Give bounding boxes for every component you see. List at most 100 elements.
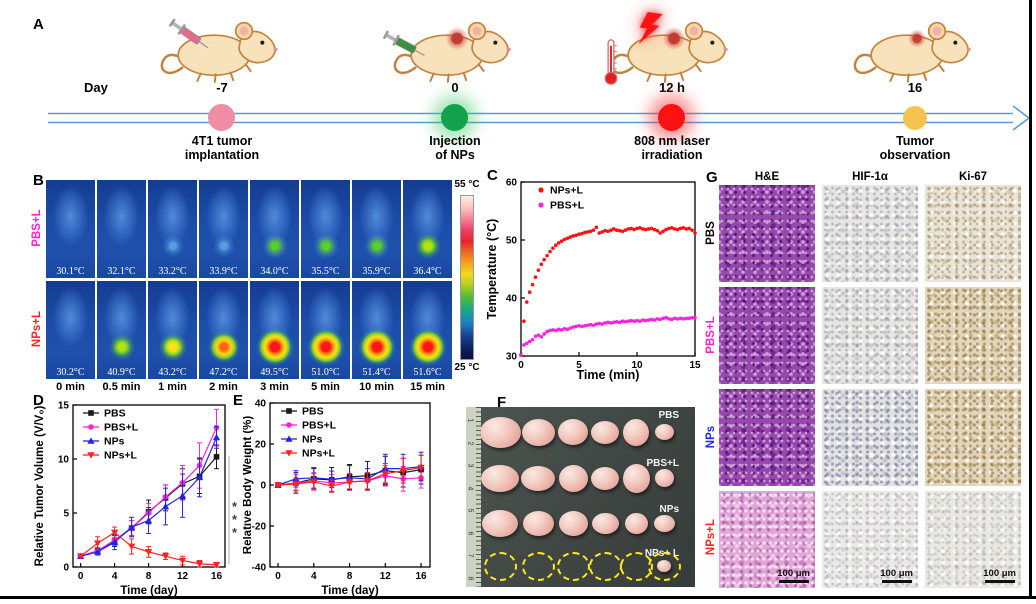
ruler-number: 1 xyxy=(466,418,474,423)
svg-text:NPs: NPs xyxy=(302,434,323,446)
temperature-reading: 30.2°C xyxy=(56,367,85,378)
timeline-day-value: 12 h xyxy=(658,80,685,95)
svg-text:15: 15 xyxy=(58,401,70,412)
temperature-chart: 0 5 10 15 30 40 50 60 Time (min) Temperature (°C)… xyxy=(485,178,701,383)
svg-text:8: 8 xyxy=(347,571,353,582)
svg-text:PBS+L: PBS+L xyxy=(302,420,337,432)
time-label: 0.5 min xyxy=(102,381,141,393)
scale-bar: 100 μm xyxy=(880,568,913,583)
ruler-number: 4 xyxy=(466,486,474,490)
svg-text:60: 60 xyxy=(506,178,518,189)
timeline-event-implantation: -7 4T1 tumor implantation xyxy=(137,18,307,168)
histology-header-ki67: Ki-67 xyxy=(958,171,988,183)
time-label: 3 min xyxy=(260,381,289,393)
tumor-specimen xyxy=(558,464,588,492)
svg-text:8: 8 xyxy=(146,571,152,582)
caption-line: 808 nm laser xyxy=(634,134,710,148)
svg-text:PBS: PBS xyxy=(302,406,324,418)
ruler-number: 3 xyxy=(466,463,474,468)
temperature-reading: 51.6°C xyxy=(413,367,442,378)
thermal-image: 35.5°C xyxy=(301,180,350,278)
temperature-reading: 33.9°C xyxy=(209,266,238,277)
laser-bolt-icon xyxy=(638,12,663,45)
tumor-specimen xyxy=(622,463,650,493)
svg-text:Temperature (°C): Temperature (°C) xyxy=(485,219,499,320)
dashed-circle-marker xyxy=(483,551,517,581)
svg-text:0: 0 xyxy=(63,563,69,574)
hotspot xyxy=(407,327,448,367)
thermal-image: 51.4°C xyxy=(352,281,401,379)
hotspot xyxy=(152,327,193,367)
thermometer-icon xyxy=(604,39,618,85)
temperature-reading: 49.5°C xyxy=(260,367,289,378)
caption-line: Tumor xyxy=(896,134,934,148)
mouse-icon xyxy=(392,16,517,86)
thermal-image: 49.5°C xyxy=(250,281,299,379)
histology-image-pbsl-hif xyxy=(822,287,918,384)
hotspot xyxy=(203,226,244,266)
caption-line: of NPs xyxy=(435,148,475,162)
temperature-reading: 33.2°C xyxy=(158,266,187,277)
svg-text:5: 5 xyxy=(63,509,69,520)
scale-bar: 100 μm xyxy=(983,568,1016,583)
colorbar-min-label: 25 °C xyxy=(454,362,480,373)
scale-bar-line xyxy=(881,580,912,583)
svg-text:50: 50 xyxy=(506,236,518,247)
svg-text:PBS+L: PBS+L xyxy=(104,422,139,434)
ruler-number: 6 xyxy=(466,531,474,535)
scale-bar-label: 100 μm xyxy=(880,568,913,579)
time-label: 15 min xyxy=(410,381,445,393)
svg-text:NPs+L: NPs+L xyxy=(302,448,336,460)
timeline-day-label: Day xyxy=(84,80,108,95)
tumor-row-label: PBS+L xyxy=(646,458,679,469)
caption-line: implantation xyxy=(184,148,260,162)
tumor-specimen xyxy=(558,510,588,536)
tumor-specimen xyxy=(521,418,555,446)
tumor-row-label: PBS xyxy=(658,410,679,421)
panel-label-e: E xyxy=(233,392,244,409)
svg-text:12: 12 xyxy=(177,571,189,582)
timeline-caption: Tumor observation xyxy=(820,134,1010,162)
svg-text:PBS: PBS xyxy=(104,408,126,420)
histology-image-pbsl-he xyxy=(719,287,815,384)
svg-text:0: 0 xyxy=(518,360,524,371)
scale-bar: 100 μm xyxy=(777,568,810,583)
timeline-event-injection: 0 Injection of NPs xyxy=(370,18,540,168)
hotspot xyxy=(305,327,346,367)
svg-text:40: 40 xyxy=(506,294,518,305)
tumor-specimen xyxy=(591,420,619,444)
histology-image-npsl-he: 100 μm xyxy=(719,491,815,588)
svg-text:Relative Body Weight (%): Relative Body Weight (%) xyxy=(243,416,254,555)
tumor-row-label: NPs xyxy=(659,504,679,515)
thermal-image: 36.4°C xyxy=(403,180,452,278)
dashed-circle-marker xyxy=(521,551,555,581)
caption-line: Injection xyxy=(429,134,481,148)
temperature-reading: 51.4°C xyxy=(362,367,391,378)
colorbar-max-label: 55 °C xyxy=(454,179,480,190)
hotspot xyxy=(152,226,193,266)
timeline-dot xyxy=(208,104,235,131)
histology-row-label-npsl: NPs+L xyxy=(705,518,717,556)
hotspot xyxy=(305,226,346,266)
timeline-event-irradiation: 12 h 808 nm laser irradiation xyxy=(587,12,757,168)
histology-header-he: H&E xyxy=(754,171,780,183)
thermal-image: 30.2°C xyxy=(46,281,95,379)
svg-text:*: * xyxy=(232,512,238,527)
figure-border-bottom xyxy=(0,596,1036,599)
tumor-specimen xyxy=(521,465,555,491)
svg-text:16: 16 xyxy=(415,571,427,582)
ruler-number: 8 xyxy=(466,576,474,580)
tumor-specimen xyxy=(522,510,554,536)
syringe-icon xyxy=(168,18,209,49)
hotspot xyxy=(254,226,295,266)
thermal-image: 33.2°C xyxy=(148,180,197,278)
histology-image-npsl-hif: 100 μm xyxy=(822,491,918,588)
temperature-reading: 51.0°C xyxy=(311,367,340,378)
svg-text:15: 15 xyxy=(689,360,701,371)
svg-text:0: 0 xyxy=(260,481,266,492)
temperature-reading: 32.1°C xyxy=(107,266,136,277)
timeline-dot xyxy=(658,104,685,131)
figure-border-right xyxy=(1029,0,1032,599)
scale-bar-label: 100 μm xyxy=(777,568,810,579)
